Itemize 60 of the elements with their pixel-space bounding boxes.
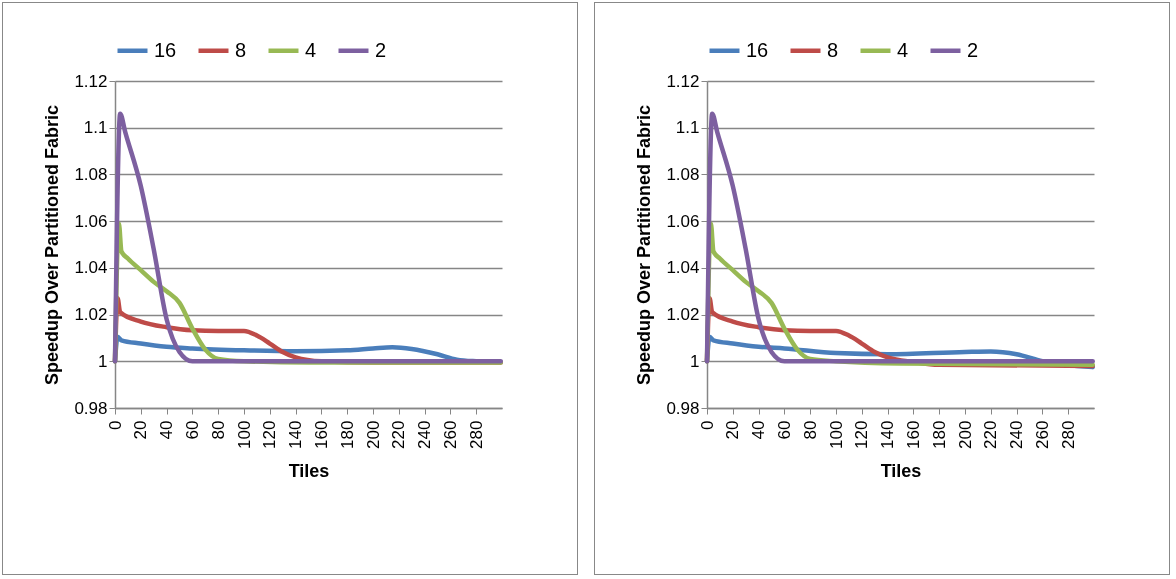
y-tick-label: 1.1 [83,118,108,138]
y-tick-label: 1 [690,351,700,371]
x-tick-label: 140 [878,420,898,449]
x-tick-label: 0 [105,420,125,430]
x-tick-label: 220 [389,420,409,449]
x-tick-label: 120 [852,420,872,449]
x-tick-label: 260 [1032,420,1052,449]
x-tick-label: 120 [260,420,280,449]
x-tick-label: 240 [415,420,435,449]
legend-label: 16 [154,38,177,61]
x-tick-label: 140 [286,420,306,449]
y-axis-title: Speedup Over Partitioned Fabric [42,104,63,386]
x-tick-label: 240 [1007,420,1027,449]
legend-label: 4 [305,38,317,61]
y-tick-label: 1.1 [675,118,700,138]
y-tick-label: 1.04 [666,258,700,278]
legend-label: 2 [967,38,979,61]
y-tick-label: 1.08 [666,164,700,184]
line-series [112,111,503,364]
x-tick-label: 100 [826,420,846,449]
y-tick-label: 1.02 [74,305,108,325]
legend-label: 2 [375,38,387,61]
x-tick-label: 40 [157,420,177,440]
y-axis-title: Speedup Over Partitioned Fabric [634,104,655,386]
y-tick-label: 1.12 [666,71,700,91]
x-tick-label: 80 [800,420,820,440]
y-tick-label: 1.06 [74,211,108,231]
x-tick-label: 20 [723,420,743,440]
y-tick-label: 1.12 [74,71,108,91]
x-tick-label: 160 [903,420,923,449]
x-tick-label: 60 [182,420,202,440]
legend-label: 8 [235,38,247,61]
x-tick-label: 180 [929,420,949,449]
y-tick-label: 1 [98,351,108,371]
x-tick-label: 60 [774,420,794,440]
x-tick-label: 160 [311,420,331,449]
y-tick-label: 0.98 [666,398,700,418]
x-tick-label: 280 [466,420,486,449]
line-series [704,111,1095,364]
x-tick-label: 220 [981,420,1001,449]
x-tick-label: 0 [697,420,717,430]
x-axis-title: Tiles [288,460,330,481]
x-tick-label: 40 [749,420,769,440]
y-tick-label: 0.98 [74,398,108,418]
y-tick-label: 1.02 [666,305,700,325]
legend-label: 8 [827,38,839,61]
x-tick-label: 100 [234,420,254,449]
y-tick-label: 1.06 [666,211,700,231]
x-tick-label: 200 [955,420,975,449]
y-tick-label: 1.08 [74,164,108,184]
legend-label: 4 [897,38,909,61]
y-tick-label: 1.04 [74,258,108,278]
x-axis-title: Tiles [880,460,922,481]
legend-label: 16 [746,38,769,61]
x-tick-label: 80 [208,420,228,440]
x-tick-label: 200 [363,420,383,449]
x-tick-label: 260 [440,420,460,449]
x-tick-label: 280 [1058,420,1078,449]
x-tick-label: 20 [131,420,151,440]
x-tick-label: 180 [337,420,357,449]
